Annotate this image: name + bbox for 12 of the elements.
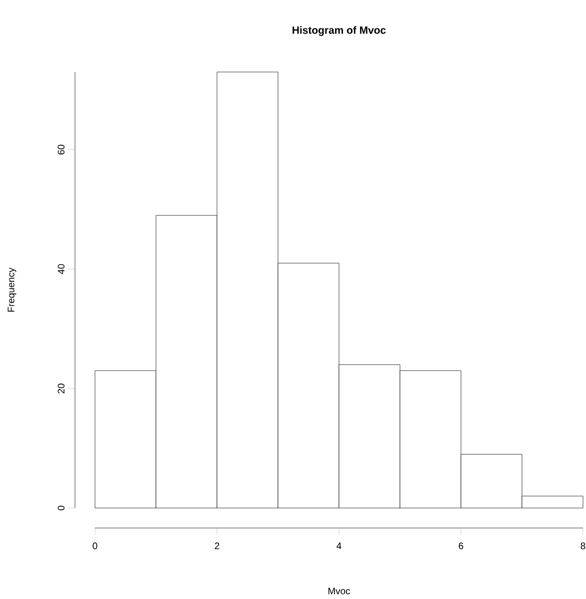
y-axis-title: Frequency xyxy=(8,268,16,312)
chart-title: Histogram of Mvoc xyxy=(292,26,386,36)
y-tick-label: 0 xyxy=(58,506,64,510)
x-tick-label: 8 xyxy=(580,542,586,550)
x-axis-title: Mvoc xyxy=(328,588,350,594)
x-tick-label: 6 xyxy=(458,542,464,550)
y-tick-label: 20 xyxy=(58,384,64,394)
y-tick-label: 40 xyxy=(58,264,64,274)
x-tick-label: 2 xyxy=(214,542,220,550)
x-tick-label: 0 xyxy=(92,542,98,550)
x-tick-label: 4 xyxy=(336,542,342,550)
y-tick-label: 60 xyxy=(58,144,64,154)
